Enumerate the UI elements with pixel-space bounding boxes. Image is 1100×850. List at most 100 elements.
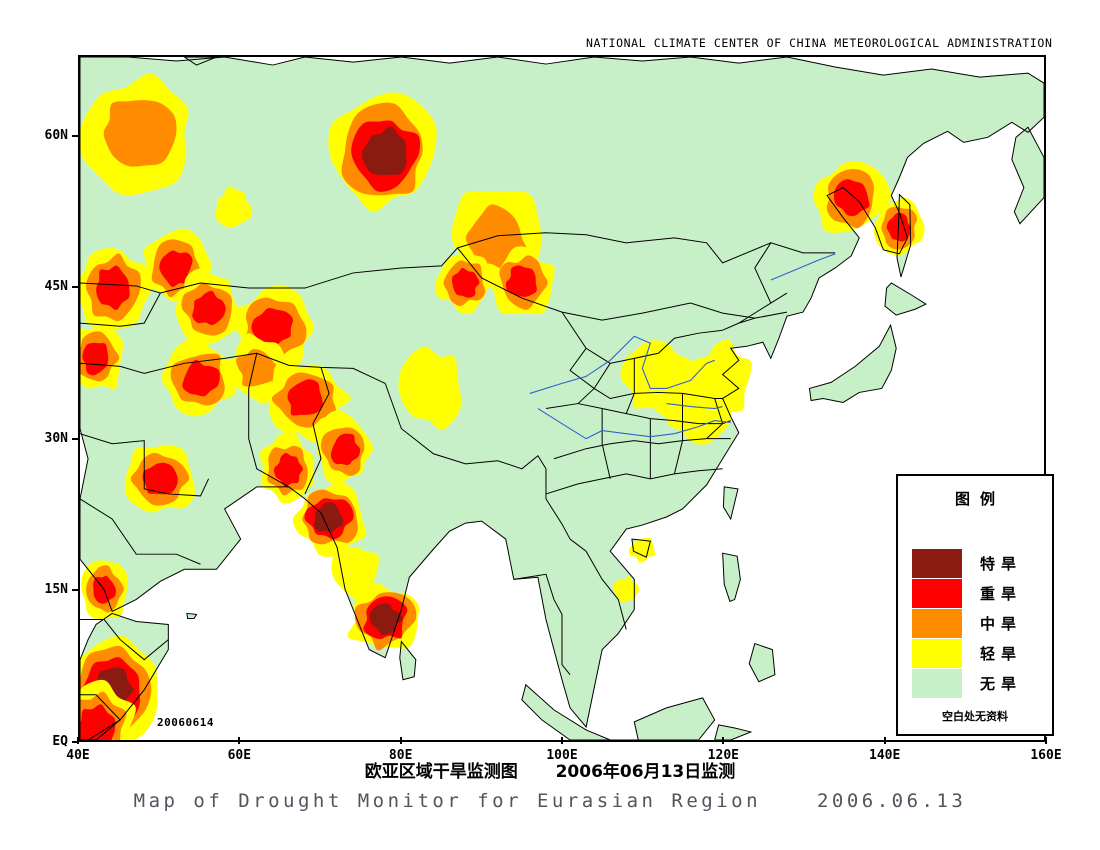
legend-item[interactable]: 中旱 bbox=[912, 608, 1022, 638]
border-line-1 bbox=[160, 247, 458, 294]
contour-severe bbox=[182, 359, 220, 397]
lat-tick-mark bbox=[72, 741, 79, 743]
drought-map-canvas bbox=[80, 57, 1044, 740]
border-line-10 bbox=[80, 433, 210, 497]
border-line-5 bbox=[248, 353, 290, 488]
lat-tick-label-30N: 30N bbox=[44, 430, 68, 446]
lon-tick-mark bbox=[561, 737, 563, 744]
contour-extreme bbox=[314, 502, 344, 532]
border-line-3 bbox=[457, 247, 788, 321]
drought-blob-west-siberia-nw bbox=[80, 73, 189, 196]
contour-light bbox=[612, 575, 640, 603]
coastline-sumatra bbox=[521, 683, 611, 740]
legend-footnote: 空白处无资料 bbox=[942, 710, 1008, 723]
border-line-6 bbox=[304, 367, 330, 495]
lon-tick-mark bbox=[1045, 737, 1047, 744]
map-plot-area[interactable]: 20060614 bbox=[78, 55, 1046, 742]
lat-tick-mark bbox=[72, 589, 79, 592]
contour-light bbox=[215, 186, 252, 228]
lat-tick-label-45N: 45N bbox=[44, 279, 68, 295]
coastline-novaya-z bbox=[183, 57, 217, 66]
landmass-sri-lanka bbox=[399, 641, 416, 680]
contour-severe bbox=[96, 265, 130, 310]
coastline-sakhalin bbox=[896, 193, 912, 278]
contour-severe bbox=[142, 462, 178, 495]
coastline-eurasia bbox=[80, 57, 1044, 729]
lon-tick-label-140E: 140E bbox=[869, 748, 901, 763]
river-layer bbox=[529, 253, 836, 440]
coastline-africa bbox=[80, 612, 169, 740]
coastline-borneo bbox=[633, 697, 716, 740]
lon-tick-label-80E: 80E bbox=[388, 748, 413, 763]
landmass-japan-honshu bbox=[809, 325, 897, 403]
river-yangtze bbox=[537, 408, 731, 440]
drought-blob-arabian-gulf bbox=[124, 444, 195, 513]
river-huaihe bbox=[666, 403, 723, 410]
border-line-11 bbox=[80, 498, 201, 565]
lat-tick-mark bbox=[72, 134, 79, 137]
contour-severe bbox=[251, 308, 293, 348]
province-border-4 bbox=[545, 468, 723, 495]
contour-severe bbox=[833, 179, 870, 217]
landmass-luzon bbox=[722, 553, 741, 602]
province-border-10 bbox=[577, 363, 611, 404]
contour-severe bbox=[192, 290, 226, 326]
landmass-taiwan bbox=[723, 486, 738, 519]
legend-panel[interactable]: 图例 特旱 重旱 中旱 轻旱 无旱 空白处无资料 bbox=[896, 474, 1054, 736]
title-english: Map of Drought Monitor for Eurasian Regi… bbox=[0, 790, 1100, 812]
border-line-12 bbox=[80, 619, 169, 661]
drought-blob-hainan bbox=[628, 537, 656, 563]
border-line-7 bbox=[384, 383, 571, 540]
legend-item[interactable]: 重旱 bbox=[912, 578, 1022, 608]
lon-tick-mark bbox=[883, 737, 886, 744]
map-date-stamp: 20060614 bbox=[157, 716, 214, 729]
landmass-hokkaido bbox=[884, 282, 926, 316]
drought-blob-anatolia bbox=[80, 324, 124, 390]
legend-item[interactable]: 特旱 bbox=[912, 548, 1022, 578]
coastline-sulawesi bbox=[714, 724, 753, 740]
legend-label: 无旱 bbox=[980, 674, 1023, 693]
legend-swatch-moderate bbox=[912, 608, 962, 638]
landmass-sumatra bbox=[521, 684, 611, 740]
lon-tick-label-100E: 100E bbox=[546, 748, 578, 763]
contour-severe bbox=[159, 250, 193, 287]
drought-contour-layer bbox=[80, 73, 925, 740]
coastline-socotra bbox=[186, 612, 198, 620]
contour-severe bbox=[330, 433, 361, 466]
title-english-main: Map of Drought Monitor for Eurasian Regi… bbox=[133, 790, 762, 812]
lon-tick-mark bbox=[722, 737, 725, 744]
drought-blob-okhotsk-west bbox=[813, 161, 892, 233]
landmass-sulawesi bbox=[714, 724, 751, 740]
legend-items: 特旱重旱中旱轻旱无旱 bbox=[912, 548, 1022, 698]
province-border-3 bbox=[553, 438, 731, 460]
drought-blob-altai bbox=[494, 246, 555, 315]
lon-tick-label-160E: 160E bbox=[1030, 748, 1062, 763]
border-line-2 bbox=[457, 232, 836, 264]
border-line-4 bbox=[80, 352, 386, 384]
contour-severe bbox=[505, 265, 537, 297]
contour-light bbox=[331, 546, 379, 601]
coastline-luzon bbox=[722, 552, 741, 603]
legend-swatch-no bbox=[912, 668, 962, 698]
legend-label: 中旱 bbox=[980, 614, 1023, 633]
drought-blob-ural-north bbox=[215, 186, 252, 228]
lon-tick-label-60E: 60E bbox=[227, 748, 252, 763]
legend-label: 特旱 bbox=[980, 554, 1023, 573]
contour-severe bbox=[287, 379, 323, 416]
contour-severe bbox=[273, 452, 303, 487]
drought-blob-kamchatka bbox=[873, 197, 925, 256]
lat-tick-mark bbox=[72, 437, 79, 440]
drought-blob-pakistan-coast bbox=[259, 431, 314, 504]
drought-blob-vietnam-coast bbox=[612, 575, 640, 603]
coastline-japan-honshu bbox=[808, 323, 897, 404]
legend-item[interactable]: 无旱 bbox=[912, 668, 1022, 698]
drought-blob-caspian-east bbox=[175, 268, 242, 347]
drought-blob-central-siberia bbox=[328, 92, 437, 213]
agency-header-english: NATIONAL CLIMATE CENTER OF CHINA METEORO… bbox=[586, 36, 1053, 50]
lon-tick-mark bbox=[399, 737, 402, 744]
contour-extreme bbox=[369, 603, 403, 636]
legend-item[interactable]: 轻旱 bbox=[912, 638, 1022, 668]
province-border-12 bbox=[738, 292, 788, 324]
province-border-7 bbox=[673, 393, 683, 474]
